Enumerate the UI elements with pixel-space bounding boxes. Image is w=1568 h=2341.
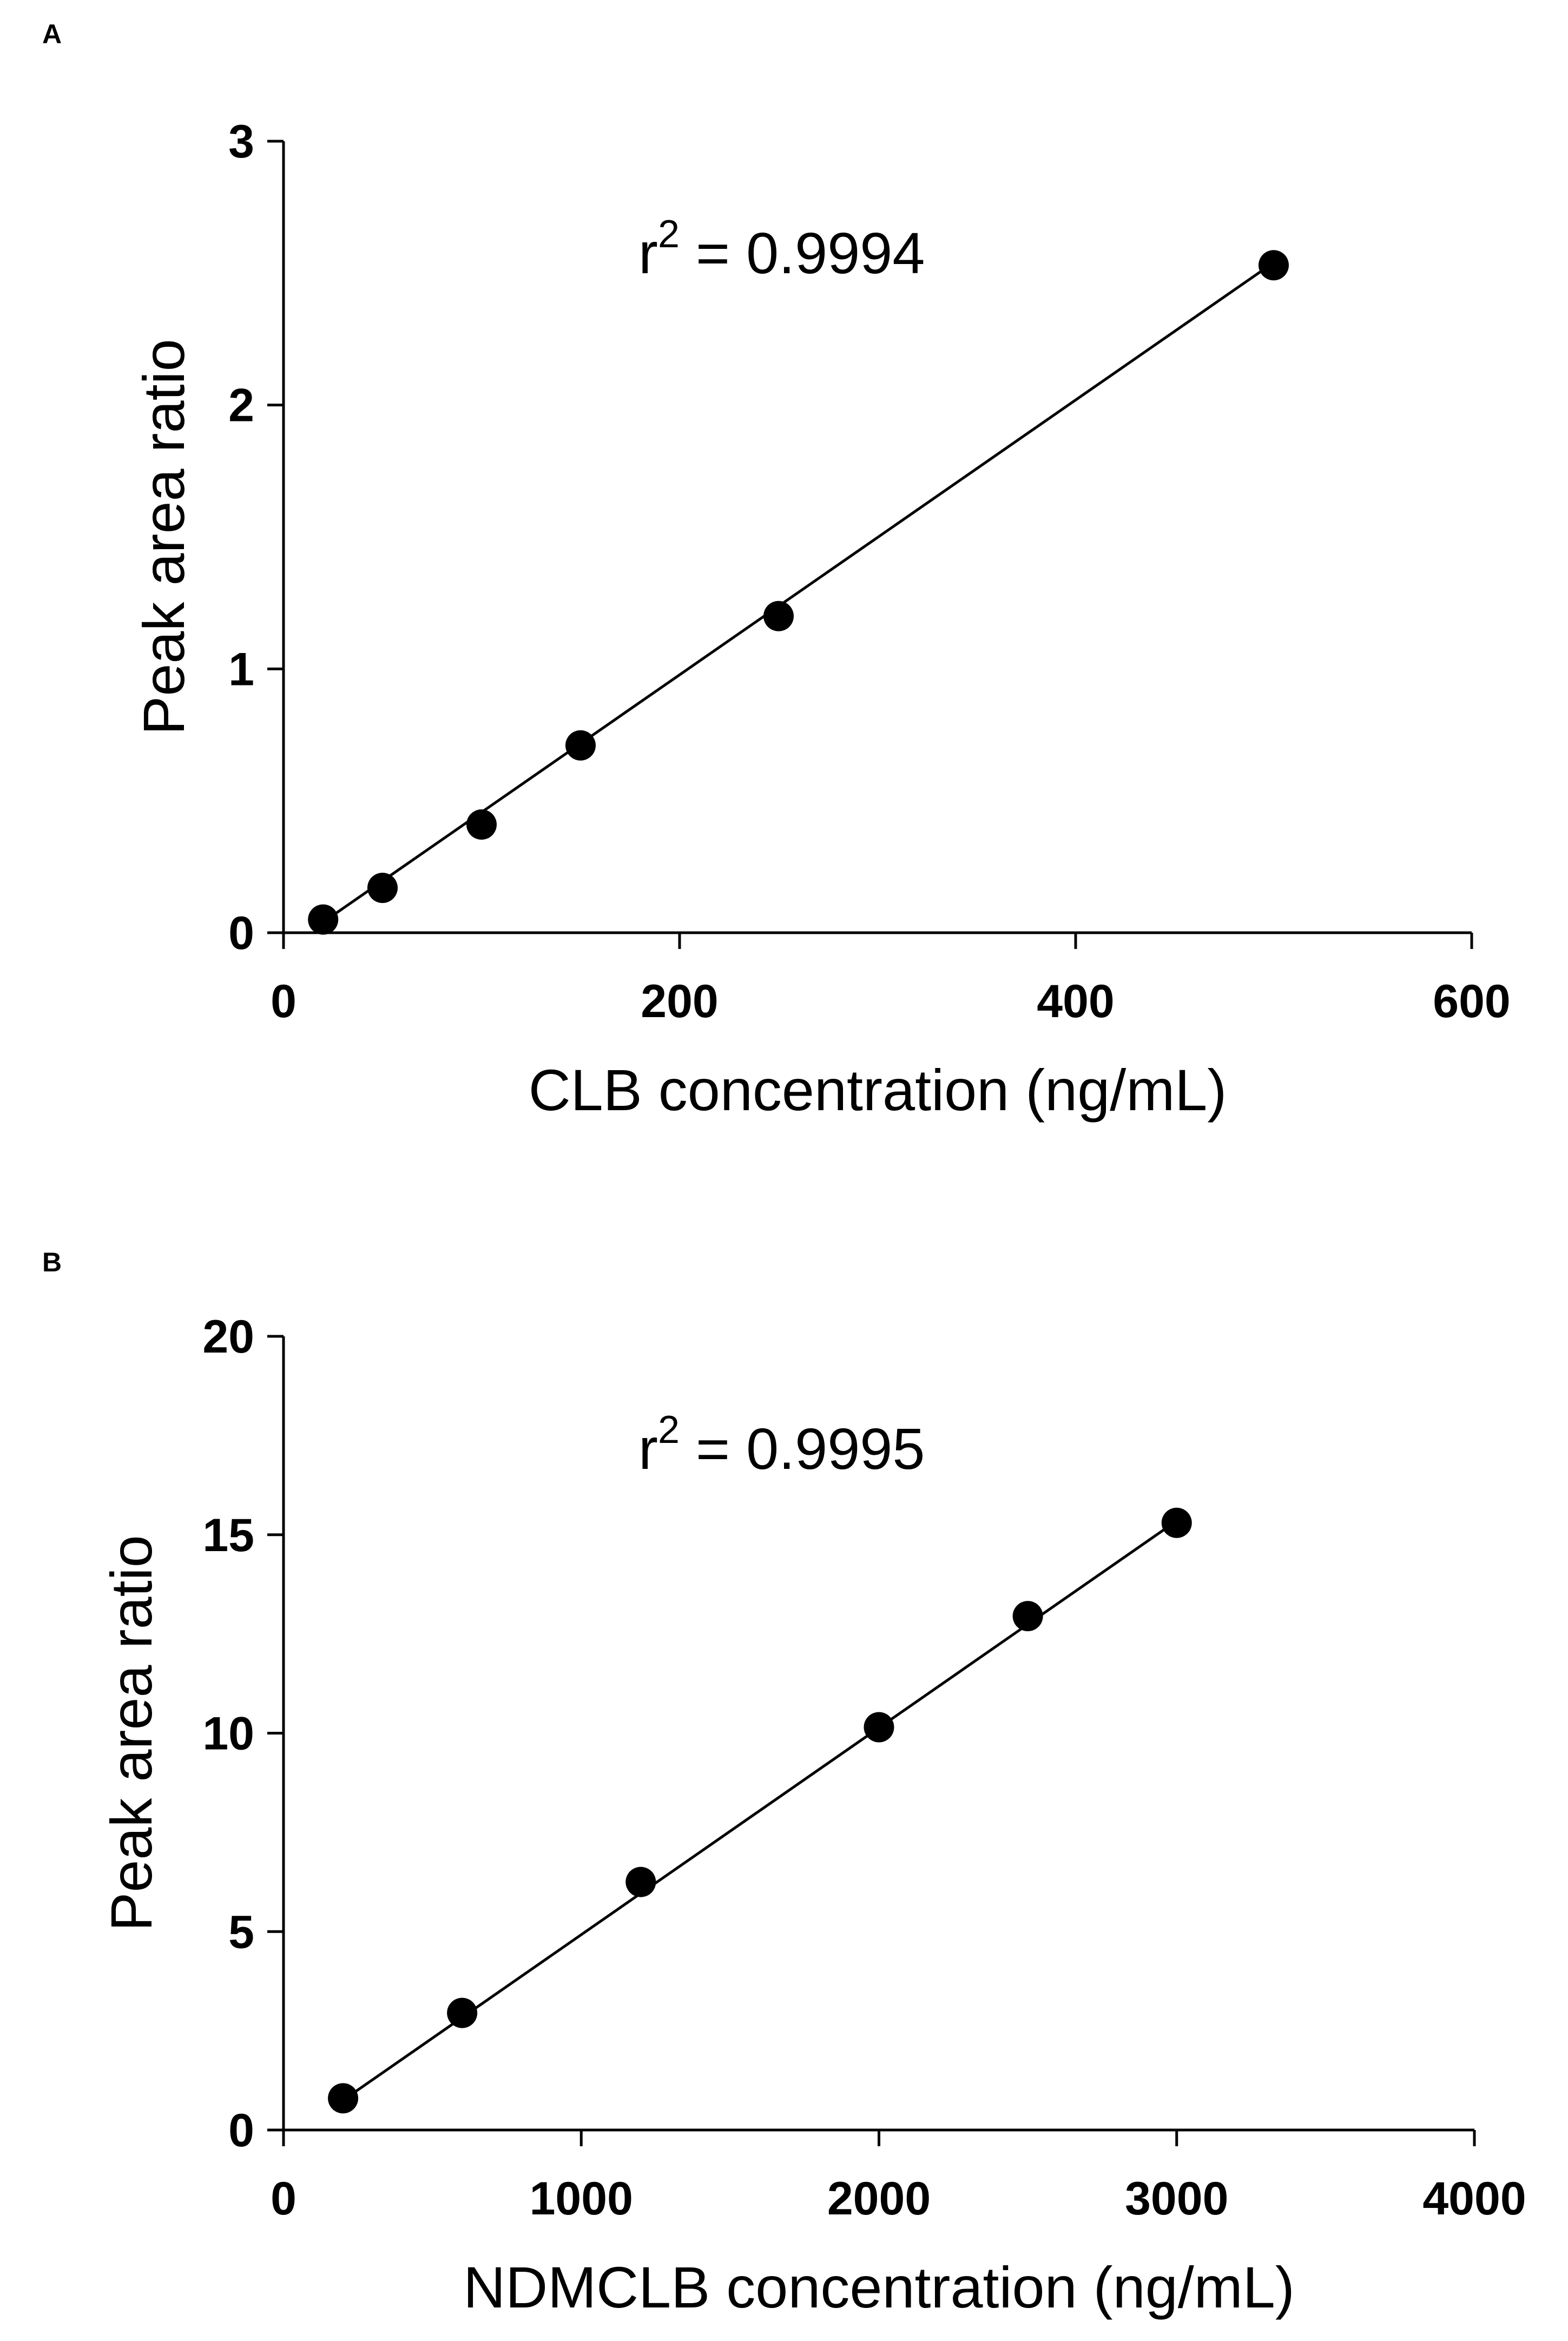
panel-a: A 0 1 2 3 0 200 400 600 CLB concentration (ng/mL)… [42, 19, 1511, 1123]
panel-letter: B [42, 1247, 62, 1277]
regression-line [322, 261, 1275, 924]
r-squared-prefix: r [638, 220, 658, 286]
data-point [1161, 1507, 1192, 1538]
y-tick-label: 5 [228, 1906, 254, 1958]
r-squared-annotation: r2 = 0.9994 [638, 213, 925, 286]
x-tick-label: 400 [1037, 975, 1115, 1027]
y-tick-label: 3 [228, 116, 254, 168]
data-point [565, 730, 596, 761]
y-tick-label: 0 [228, 2105, 254, 2157]
r-squared-prefix: r [638, 1416, 658, 1481]
panel-b: B 0 5 10 15 20 0 1000 2000 3000 4000 NDMCLB concent… [42, 1247, 1526, 2320]
y-axis-title: Peak area ratio [131, 339, 196, 735]
data-point [367, 873, 398, 904]
y-tick-label: 0 [228, 907, 254, 959]
x-tick-label: 2000 [827, 2173, 931, 2225]
data-point [466, 809, 497, 840]
r-squared-annotation: r2 = 0.9995 [638, 1408, 925, 1481]
y-tick-label: 15 [202, 1509, 254, 1561]
y-tick-label: 2 [228, 380, 254, 432]
data-point [864, 1712, 894, 1743]
y-tick-label: 10 [202, 1708, 254, 1760]
data-point [625, 1867, 656, 1897]
panel-letter: A [42, 19, 62, 49]
x-tick-label: 4000 [1422, 2173, 1526, 2225]
y-tick-label: 1 [228, 643, 254, 695]
y-tick-label: 20 [202, 1311, 254, 1363]
x-tick-label: 0 [271, 2173, 297, 2225]
data-point [1259, 250, 1289, 281]
x-tick-label: 0 [271, 975, 297, 1027]
data-point [447, 1997, 478, 2028]
r-squared-superscript: 2 [658, 1408, 680, 1452]
y-axis-title: Peak area ratio [98, 1535, 164, 1931]
data-point [1012, 1601, 1043, 1632]
r-squared-value: = 0.9994 [680, 220, 925, 286]
x-tick-label: 200 [641, 975, 719, 1027]
x-tick-label: 3000 [1125, 2173, 1228, 2225]
data-point [308, 904, 339, 935]
data-point [763, 601, 794, 631]
x-tick-label: 1000 [530, 2173, 633, 2225]
data-point [328, 2083, 359, 2114]
r-squared-value: = 0.9995 [680, 1416, 925, 1481]
r-squared-superscript: 2 [658, 213, 680, 256]
x-axis-title: NDMCLB concentration (ng/mL) [463, 2254, 1295, 2320]
x-tick-label: 600 [1433, 975, 1511, 1027]
x-axis-title: CLB concentration (ng/mL) [529, 1057, 1227, 1123]
